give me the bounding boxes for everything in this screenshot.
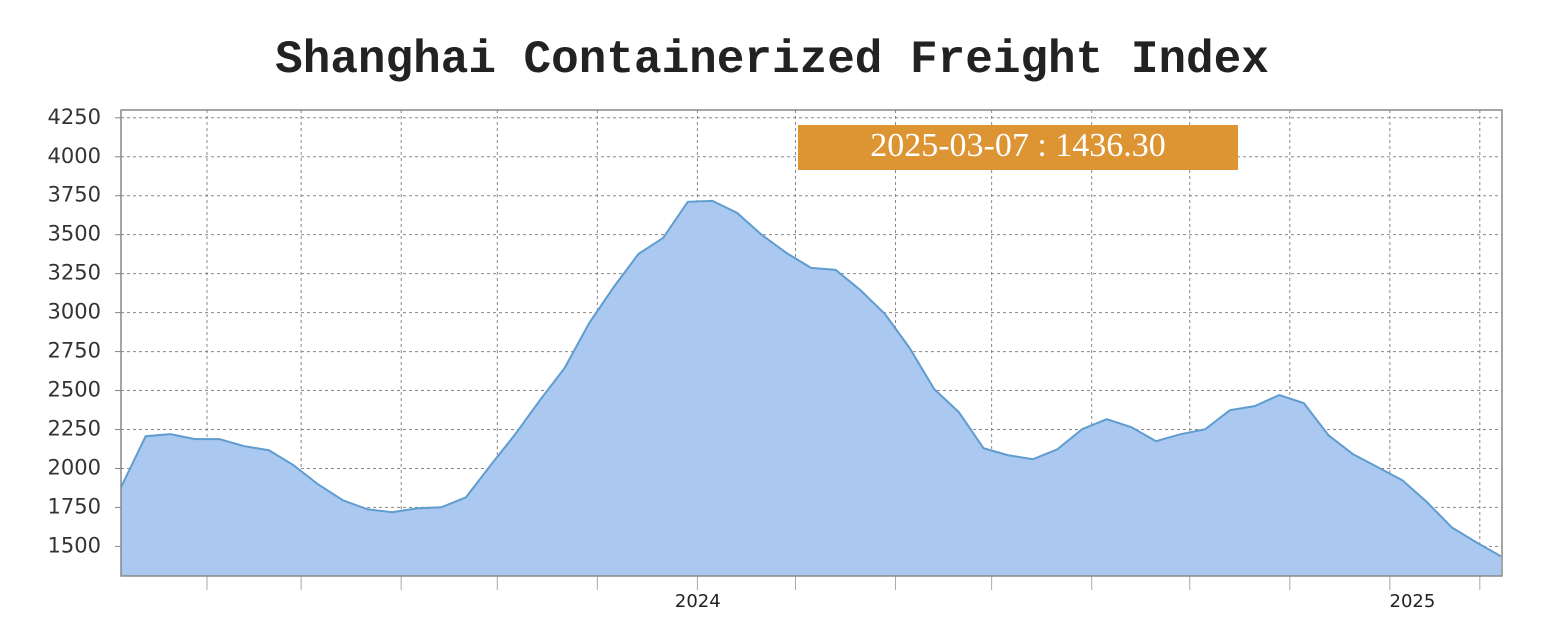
annotation: 2025-03-07 : 1436.30 <box>870 127 1166 164</box>
x-tick-label: 2024 <box>675 591 721 612</box>
y-tick-label: 1750 <box>48 494 101 518</box>
line <box>120 199 1502 558</box>
y-tick-label: 3000 <box>48 300 101 324</box>
y-tick-label: 4000 <box>48 144 101 168</box>
annotation-box <box>798 125 1238 170</box>
y-tick-label: 2000 <box>48 455 101 479</box>
y-tick-label: 2250 <box>48 416 101 440</box>
y-tick-label: 2500 <box>48 378 101 402</box>
area <box>121 200 1501 576</box>
x-tick-label: 2025 <box>1390 591 1436 612</box>
y-tick-label: 3500 <box>48 222 101 246</box>
y-tick-label: 3250 <box>48 261 101 285</box>
y-tick-label: 4250 <box>48 105 101 129</box>
chart-title: Shanghai Containerized Freight Index <box>275 34 1269 86</box>
y-tick-label: 2750 <box>48 339 101 363</box>
plot-frame <box>120 109 1503 577</box>
y-tick-label: 3750 <box>48 183 101 207</box>
y-tick-label: 1500 <box>48 533 101 557</box>
